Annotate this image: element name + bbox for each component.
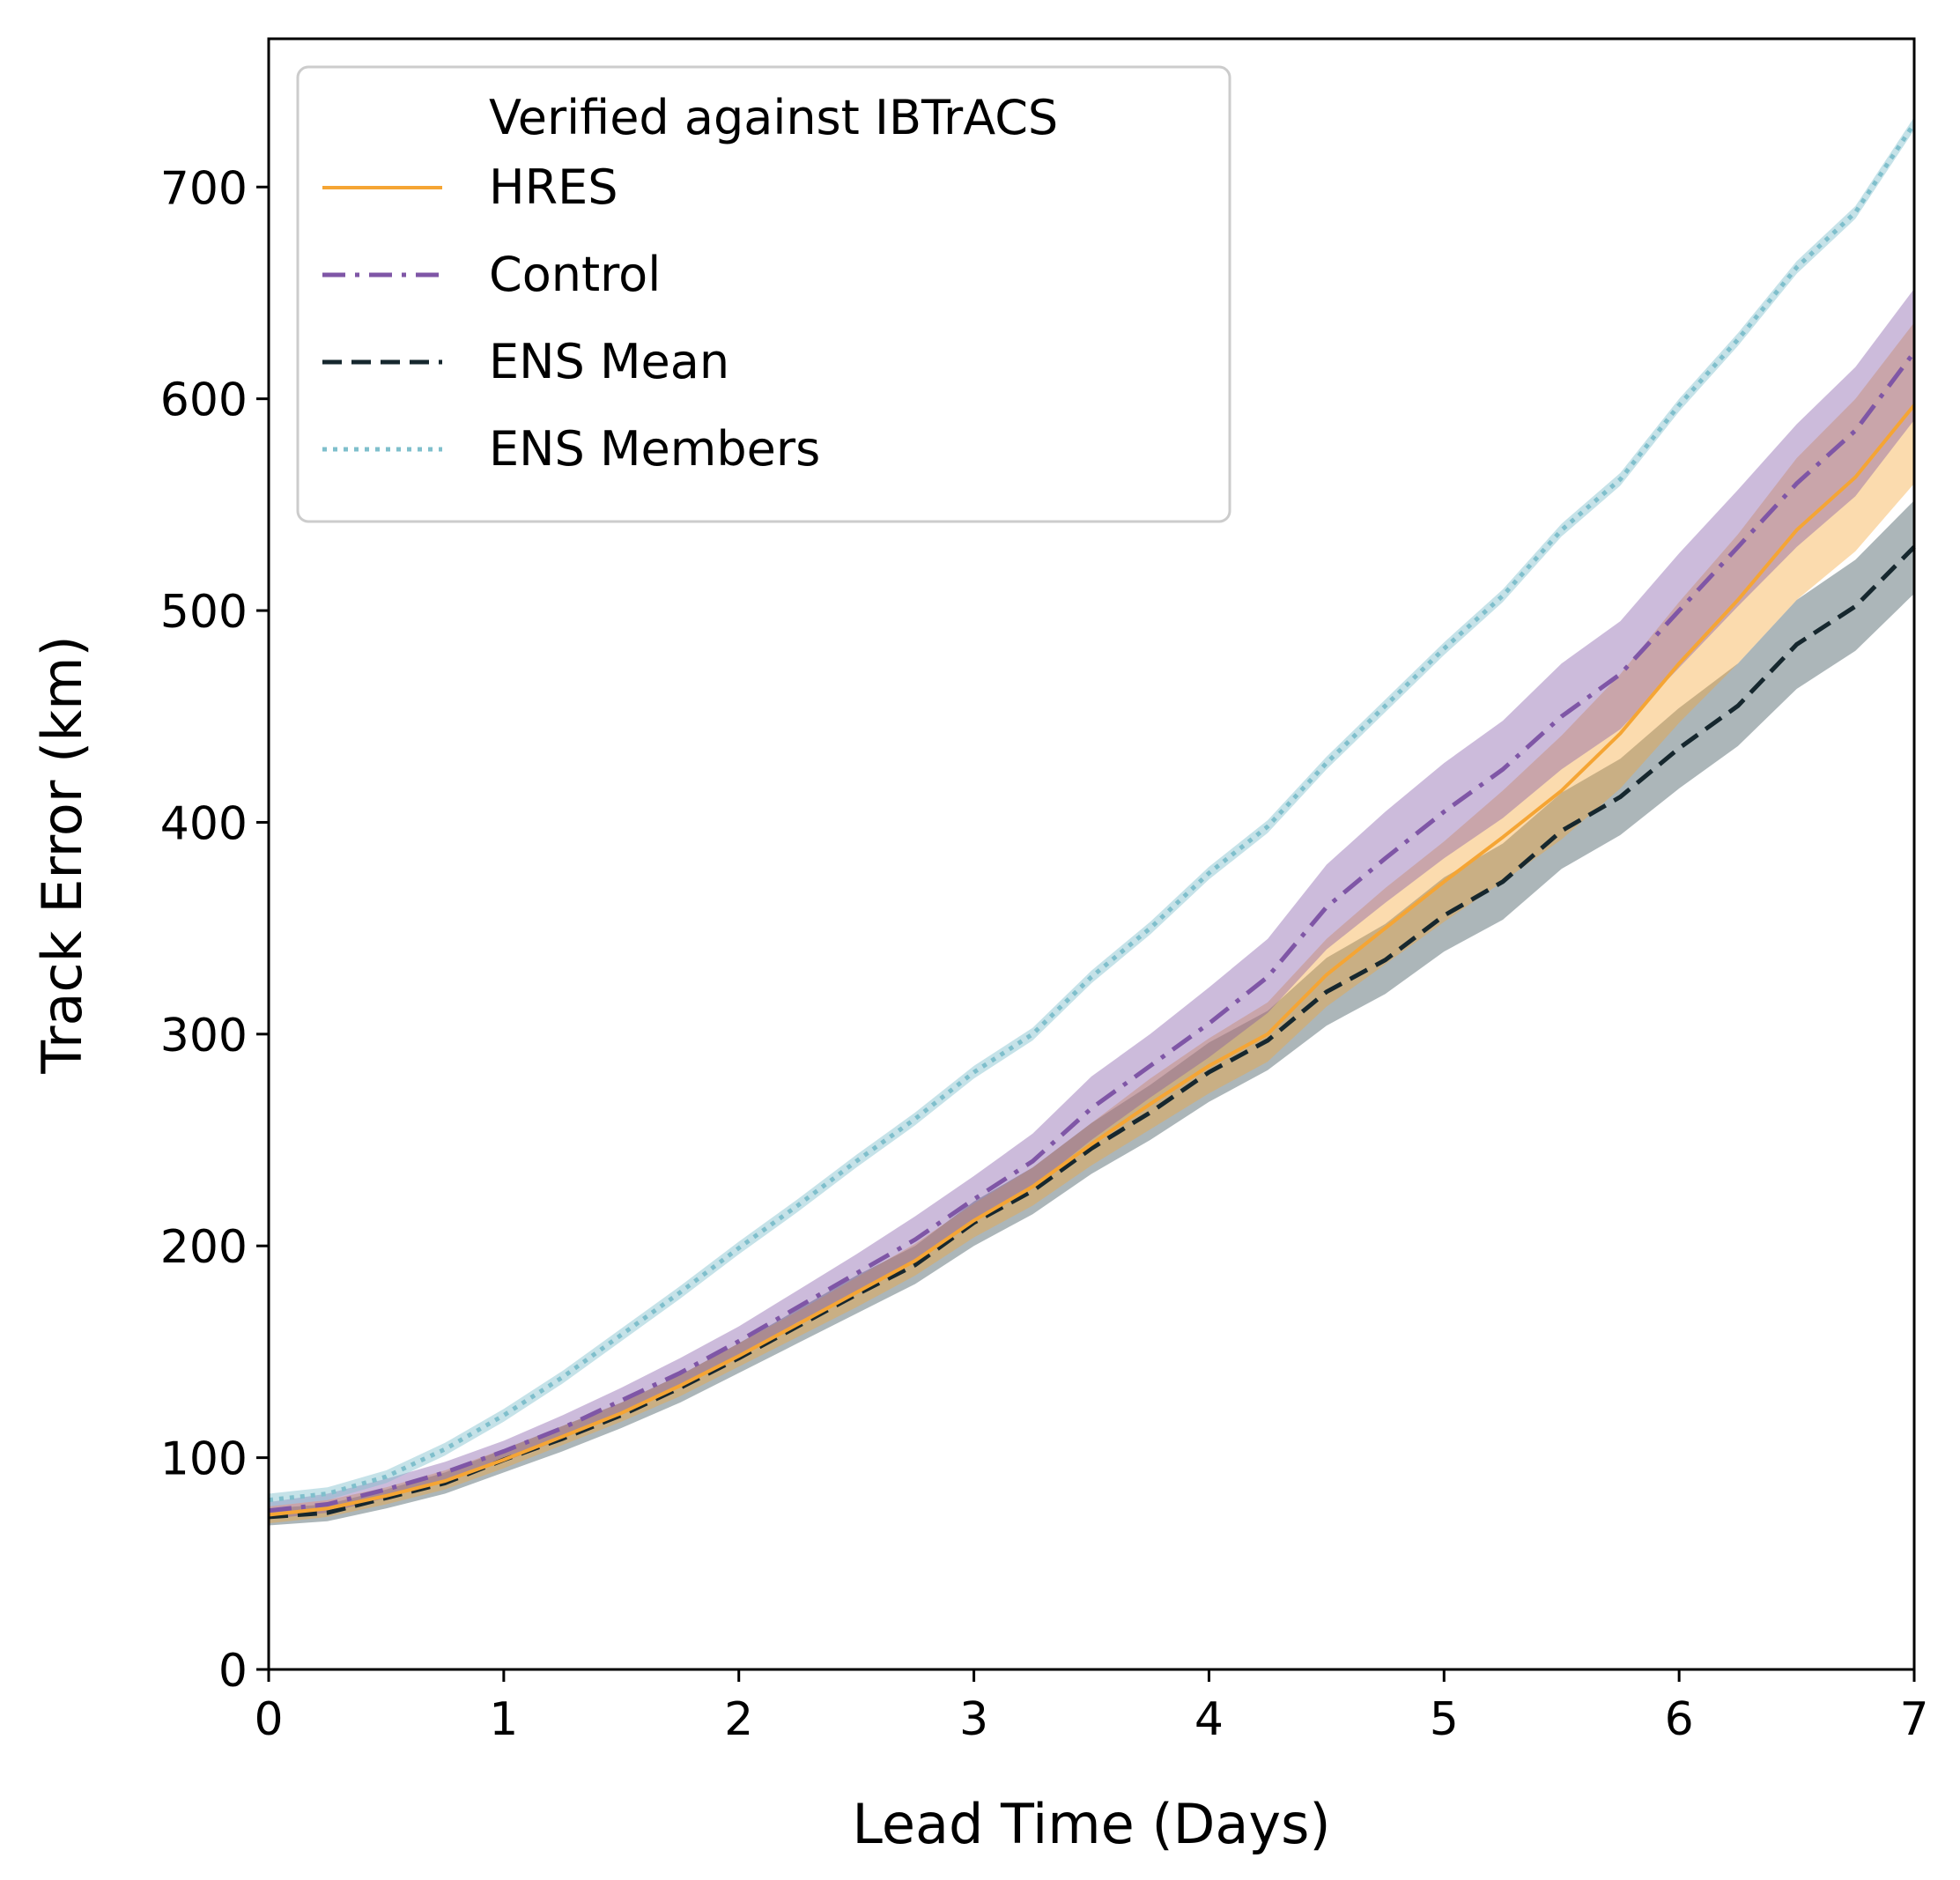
y-tick-label: 400 (160, 797, 248, 850)
line-ens-mean (268, 545, 1916, 1520)
legend-box (296, 65, 1231, 523)
x-axis-title: Lead Time (Days) (852, 1792, 1330, 1856)
x-tick-label: 0 (254, 1693, 283, 1746)
legend-label-ens-members: ENS Members (489, 421, 820, 477)
legend-title: Verified against IBTrACS (489, 90, 1058, 145)
plot-frame (267, 37, 1916, 1671)
y-tick-label: 200 (160, 1221, 248, 1274)
x-tick-label: 1 (489, 1693, 518, 1746)
y-tick-label: 500 (160, 586, 248, 639)
legend-label-control: Control (489, 247, 661, 302)
y-tick-label: 600 (160, 374, 248, 427)
y-tick-label: 300 (160, 1010, 248, 1062)
legend-label-ens-mean: ENS Mean (489, 334, 729, 389)
legend: Verified against IBTrACS HRES Control ENS … (296, 65, 1231, 523)
x-tick-label: 7 (1899, 1693, 1928, 1746)
series-lines (268, 122, 1917, 1520)
line-control (268, 351, 1916, 1514)
legend-label-hres: HRES (489, 159, 618, 215)
line-hres (268, 403, 1916, 1517)
line-ens-members (268, 122, 1917, 1503)
y-axis-ticks: 0 100 200 300 400 500 600 700 (160, 162, 269, 1698)
y-tick-label: 100 (160, 1433, 248, 1486)
x-tick-label: 5 (1430, 1693, 1459, 1746)
x-tick-label: 6 (1665, 1693, 1694, 1746)
y-axis-title: Track Error (km) (30, 635, 94, 1074)
y-tick-label: 700 (160, 162, 248, 215)
x-tick-label: 4 (1194, 1693, 1224, 1746)
x-axis-ticks: 0 1 2 3 4 5 6 7 (254, 1669, 1929, 1746)
legend-items: HRES Control ENS Mean ENS Members (322, 159, 820, 477)
x-tick-label: 3 (959, 1693, 988, 1746)
x-tick-label: 2 (724, 1693, 753, 1746)
y-tick-label: 0 (218, 1645, 248, 1698)
